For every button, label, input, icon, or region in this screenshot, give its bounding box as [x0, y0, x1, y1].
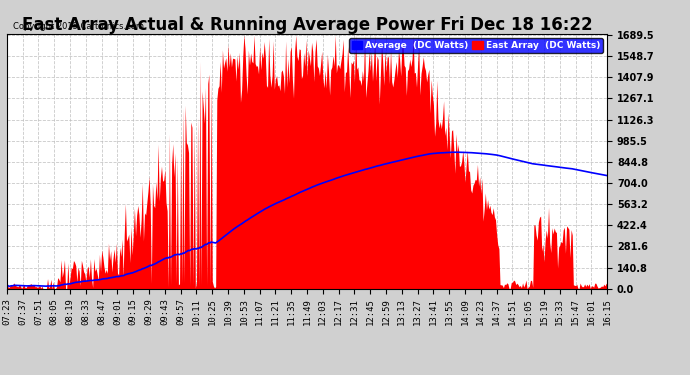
Title: East Array Actual & Running Average Power Fri Dec 18 16:22: East Array Actual & Running Average Powe…	[22, 16, 592, 34]
Legend: Average  (DC Watts), East Array  (DC Watts): Average (DC Watts), East Array (DC Watts…	[349, 38, 602, 53]
Text: Copyright 2015 Cartronics.com: Copyright 2015 Cartronics.com	[13, 22, 144, 31]
